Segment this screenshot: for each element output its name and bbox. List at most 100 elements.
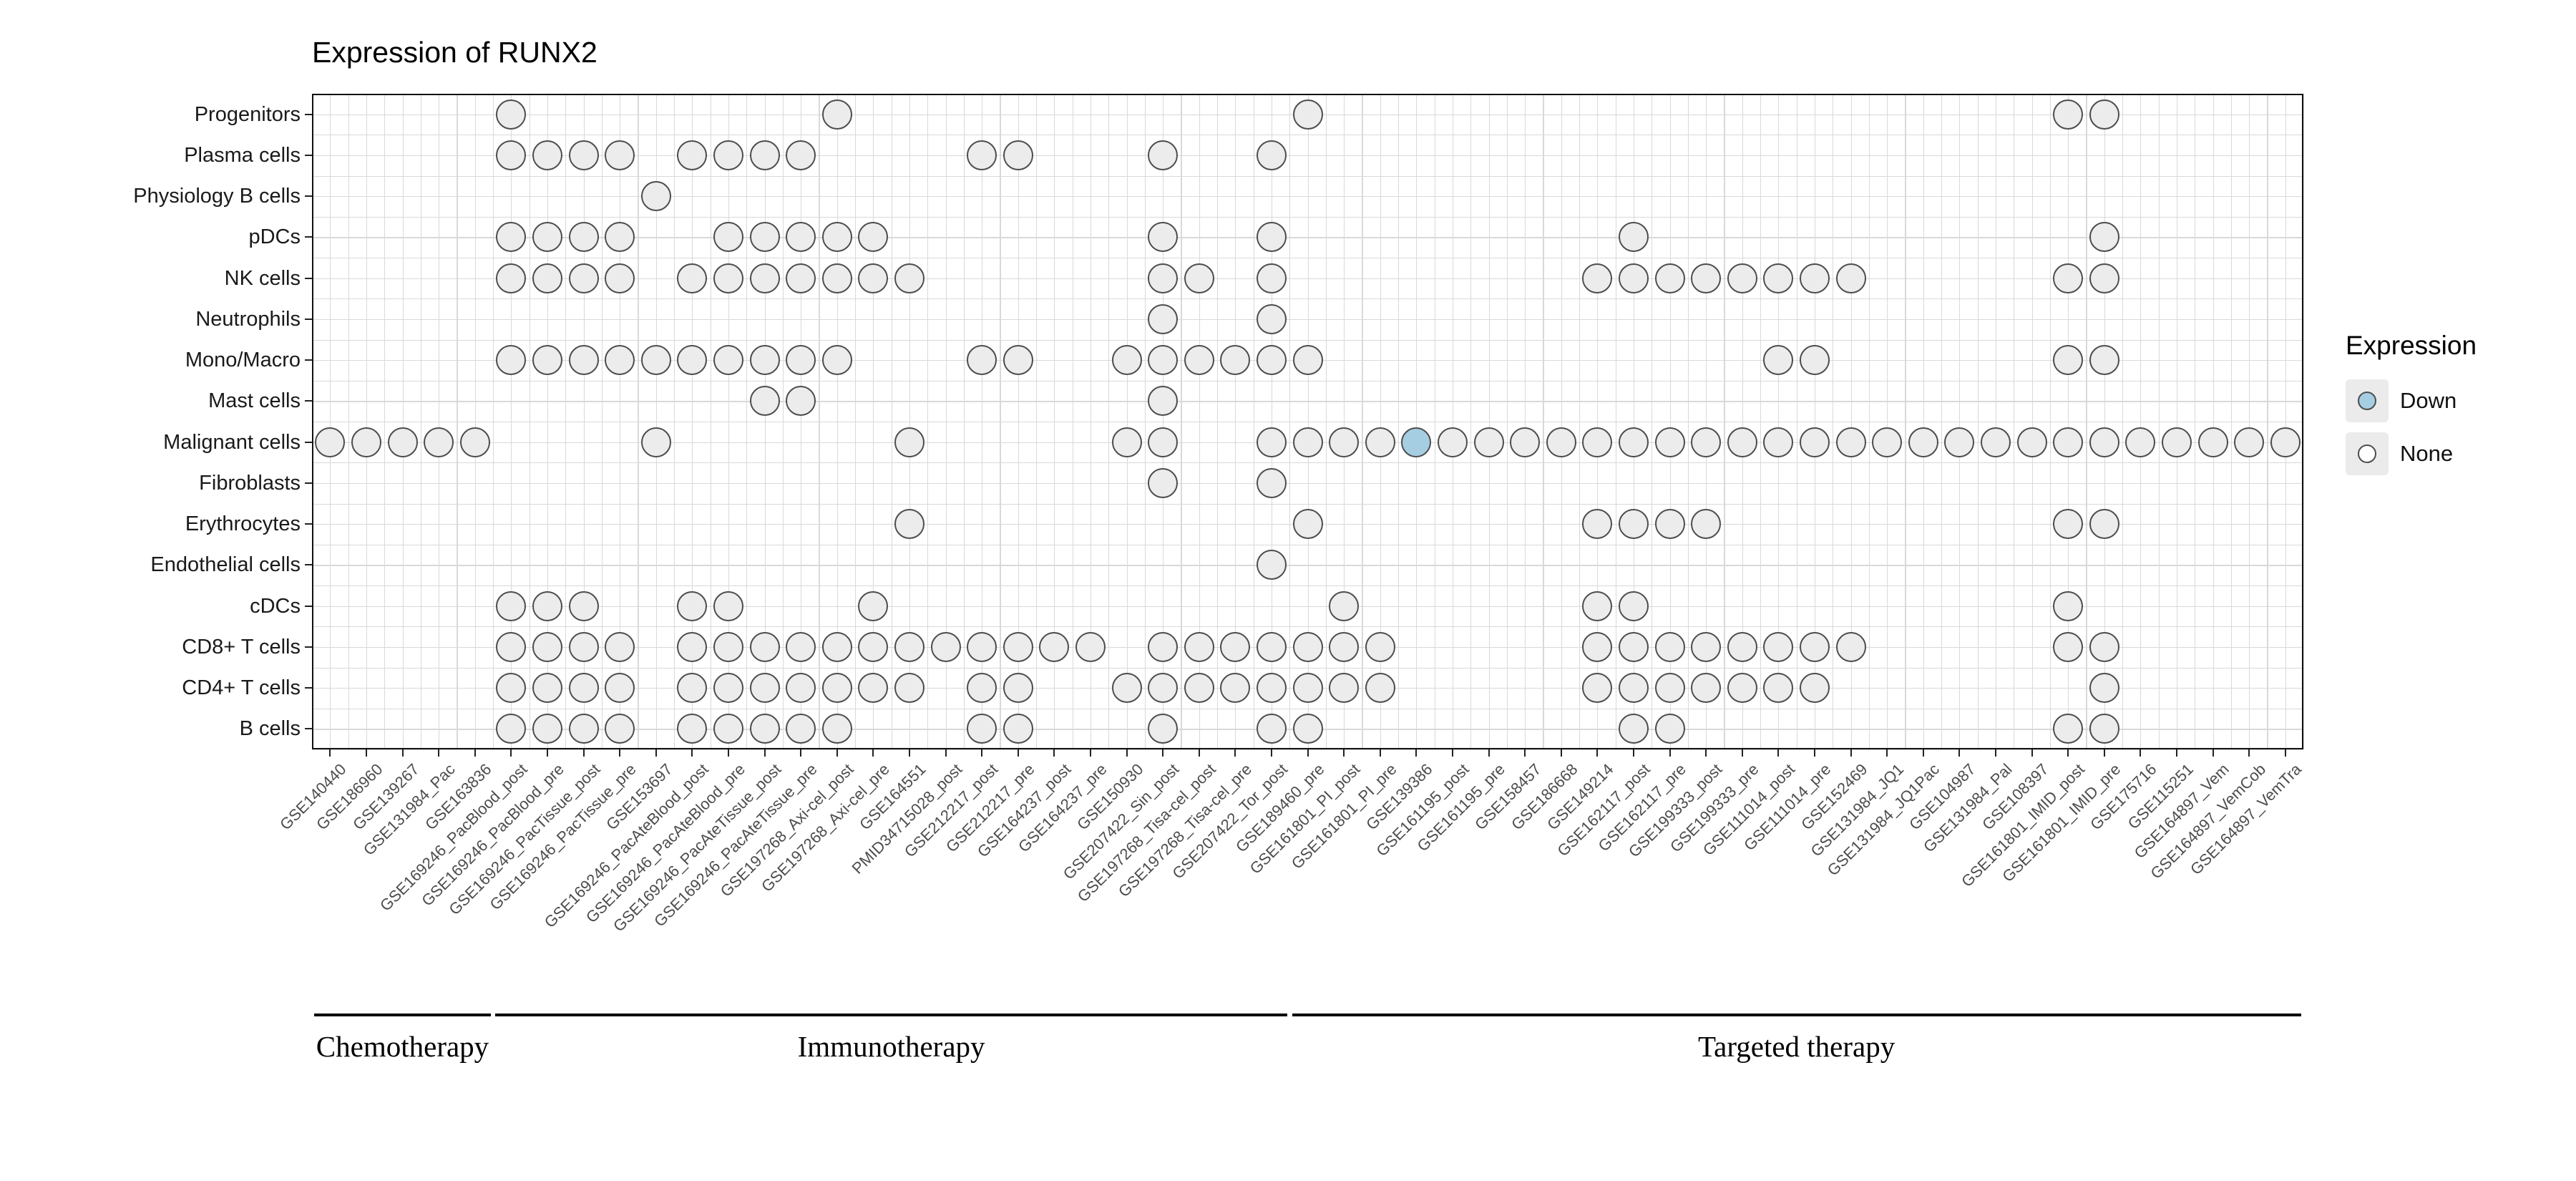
expression-dot-none xyxy=(605,673,635,704)
expression-dot-none xyxy=(1835,263,1866,293)
expression-dot-none xyxy=(1292,673,1323,704)
expression-dot-none xyxy=(821,263,852,293)
expression-dot-none xyxy=(2270,427,2301,457)
expression-dot-none xyxy=(821,99,852,130)
expression-dot-none xyxy=(786,263,816,293)
expression-dot-none xyxy=(1184,345,1214,376)
expression-dot-none xyxy=(605,222,635,253)
expression-dot-none xyxy=(1256,303,1287,334)
expression-dot-none xyxy=(1437,427,1468,457)
expression-dot-none xyxy=(967,714,997,744)
expression-dot-none xyxy=(532,714,562,744)
y-tick-mark xyxy=(305,236,312,238)
x-tick-mark xyxy=(619,749,621,757)
expression-dot-none xyxy=(821,222,852,253)
expression-dot-none xyxy=(1365,673,1395,704)
expression-dot-none xyxy=(2053,427,2084,457)
y-axis-label: Fibroblasts xyxy=(199,471,301,495)
expression-dot-none xyxy=(568,222,599,253)
expression-dot-none xyxy=(2089,673,2119,704)
y-axis-label: Mono/Macro xyxy=(185,349,301,372)
expression-dot-none xyxy=(2089,509,2119,540)
expression-dot-none xyxy=(2053,263,2084,293)
legend-key-down xyxy=(2346,379,2389,422)
x-tick-mark xyxy=(401,749,404,757)
y-axis-label: Plasma cells xyxy=(184,143,301,167)
grid-line-horizontal xyxy=(312,155,2303,157)
expression-dot-none xyxy=(1111,673,1142,704)
expression-dot-none xyxy=(640,345,671,376)
grid-line-horizontal xyxy=(312,667,2303,669)
x-tick-mark xyxy=(510,749,512,757)
grid-line-horizontal xyxy=(312,585,2303,587)
expression-dot-none xyxy=(1148,386,1179,417)
expression-dot-none xyxy=(532,345,562,376)
x-tick-mark xyxy=(1741,749,1743,757)
expression-dot-none xyxy=(1654,714,1685,744)
expression-dot-none xyxy=(749,673,780,704)
grid-line-horizontal xyxy=(312,298,2303,300)
expression-dot-none xyxy=(1184,631,1214,662)
y-tick-mark xyxy=(305,195,312,198)
expression-dot-none xyxy=(2016,427,2047,457)
expression-dot-none xyxy=(749,222,780,253)
group-line xyxy=(314,1014,491,1016)
expression-dot-none xyxy=(1582,631,1613,662)
expression-dot-none xyxy=(1727,631,1757,662)
expression-dot-none xyxy=(1002,140,1033,170)
x-tick-mark xyxy=(1632,749,1634,757)
expression-dot-none xyxy=(858,673,889,704)
expression-dot-none xyxy=(1618,673,1649,704)
expression-dot-none xyxy=(713,631,743,662)
expression-dot-none xyxy=(496,345,527,376)
y-tick-mark xyxy=(305,113,312,115)
expression-dot-none xyxy=(532,263,562,293)
x-tick-mark xyxy=(474,749,476,757)
x-tick-mark xyxy=(2248,749,2250,757)
expression-dot-none xyxy=(894,509,924,540)
x-tick-mark xyxy=(1524,749,1526,757)
y-tick-mark xyxy=(305,728,312,730)
expression-dot-none xyxy=(1582,673,1613,704)
expression-dot-none xyxy=(640,181,671,212)
x-tick-mark xyxy=(2067,749,2069,757)
expression-dot-none xyxy=(713,714,743,744)
expression-dot-none xyxy=(2053,590,2084,621)
expression-dot-none xyxy=(713,590,743,621)
legend-key-none xyxy=(2346,432,2389,475)
y-tick-mark xyxy=(305,564,312,566)
expression-dot-none xyxy=(786,140,816,170)
y-axis-label: pDCs xyxy=(248,225,301,249)
expression-dot-none xyxy=(496,673,527,704)
x-tick-mark xyxy=(908,749,910,757)
expression-dot-none xyxy=(858,631,889,662)
expression-dot-none xyxy=(1292,345,1323,376)
expression-dot-none xyxy=(532,222,562,253)
x-tick-mark xyxy=(1813,749,1815,757)
expression-dot-none xyxy=(2089,263,2119,293)
y-tick-mark xyxy=(305,277,312,279)
x-tick-mark xyxy=(800,749,802,757)
expression-dot-none xyxy=(605,631,635,662)
expression-dot-none xyxy=(1763,345,1794,376)
y-tick-mark xyxy=(305,318,312,320)
expression-dot-none xyxy=(568,714,599,744)
expression-dot-none xyxy=(1763,673,1794,704)
x-tick-mark xyxy=(1162,749,1164,757)
expression-dot-none xyxy=(1292,427,1323,457)
expression-dot-none xyxy=(1039,631,1070,662)
expression-dot-none xyxy=(1256,427,1287,457)
expression-dot-none xyxy=(1872,427,1903,457)
expression-dot-none xyxy=(2089,714,2119,744)
expression-dot-none xyxy=(532,673,562,704)
expression-dot-none xyxy=(1184,263,1214,293)
x-tick-mark xyxy=(1922,749,1924,757)
expression-dot-none xyxy=(1582,509,1613,540)
expression-dot-none xyxy=(1148,345,1179,376)
expression-dot-none xyxy=(713,140,743,170)
y-axis-label: CD8+ T cells xyxy=(182,635,301,658)
grid-line-vertical xyxy=(2303,94,2305,749)
expression-dot-none xyxy=(351,427,381,457)
x-tick-mark xyxy=(727,749,729,757)
